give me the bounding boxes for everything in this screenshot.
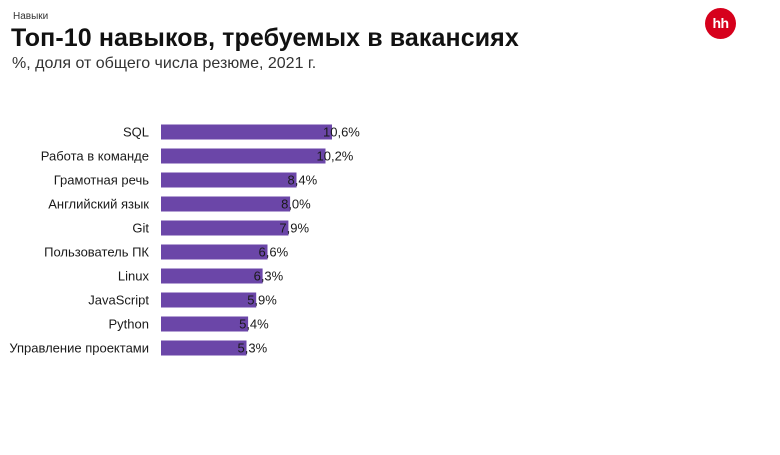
chart-subtitle: %, доля от общего числа резюме, 2021 г. — [12, 55, 317, 72]
category-label: JavaScript — [88, 293, 149, 308]
data-label: 6,3% — [254, 269, 284, 284]
section-kicker: Навыки — [13, 11, 49, 22]
data-label: 10,2% — [317, 149, 354, 164]
category-label: SQL — [123, 125, 149, 140]
bar — [161, 244, 268, 260]
bar — [161, 124, 332, 140]
data-label: 5,9% — [247, 293, 277, 308]
bar — [161, 292, 257, 308]
data-label: 8,4% — [288, 173, 318, 188]
bar — [161, 196, 291, 212]
hh-logo: hh — [705, 8, 736, 39]
category-label: Git — [132, 221, 149, 236]
bar — [161, 340, 247, 356]
bar — [161, 268, 263, 284]
category-label: Работа в команде — [41, 149, 149, 164]
data-label: 6,6% — [259, 245, 289, 260]
category-label: Linux — [118, 269, 150, 284]
category-label: Пользователь ПК — [44, 245, 149, 260]
data-label: 5,3% — [238, 341, 268, 356]
bar — [161, 316, 249, 332]
data-label: 8,0% — [281, 197, 311, 212]
data-label: 5,4% — [239, 317, 269, 332]
data-label: 10,6% — [323, 125, 360, 140]
category-label: Python — [109, 317, 149, 332]
category-label: Управление проектами — [9, 341, 149, 356]
category-label: Английский язык — [48, 197, 149, 212]
bar — [161, 148, 326, 164]
bar — [161, 220, 289, 236]
bar — [161, 172, 297, 188]
chart-title: Топ-10 навыков, требуемых в вакансиях — [11, 24, 519, 52]
data-label: 7,9% — [279, 221, 309, 236]
category-label: Грамотная речь — [54, 173, 149, 188]
